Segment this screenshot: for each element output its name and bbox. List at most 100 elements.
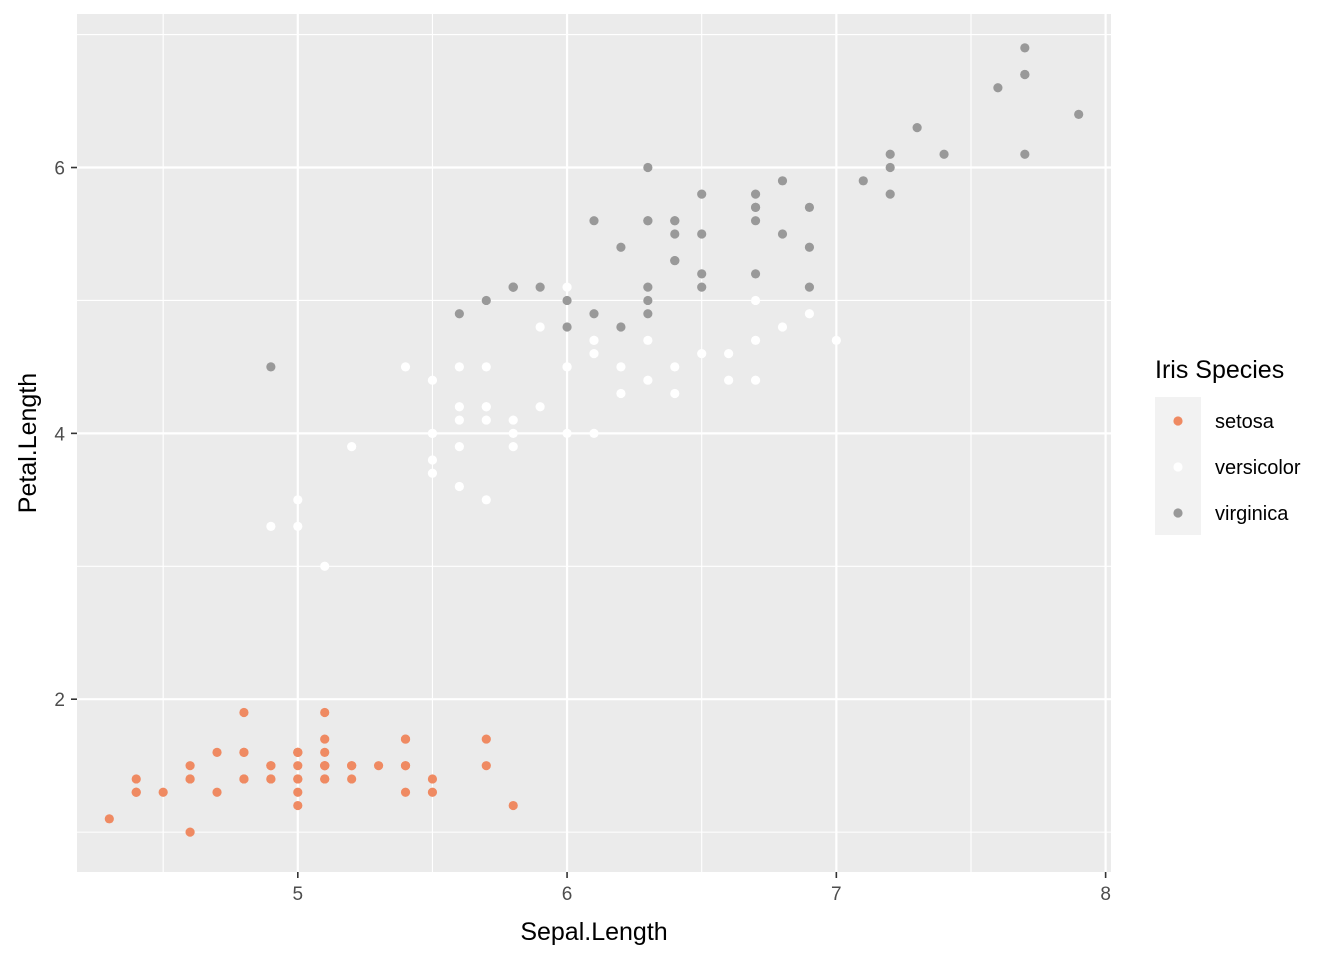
point-virginica [750,202,761,212]
point-setosa [481,734,491,744]
point-virginica [616,242,626,252]
point-setosa [293,761,303,771]
y-axis-ticks: 2 4 6 [54,159,77,711]
point-setosa [293,774,303,784]
point-virginica [750,189,761,199]
point-versicolor [535,402,545,412]
y-tick-label: 6 [54,159,65,180]
point-versicolor [562,362,572,372]
x-tick-label: 6 [562,884,573,905]
point-virginica [589,216,599,226]
y-axis-title: Petal.Length [14,373,42,513]
point-virginica [697,269,707,279]
point-versicolor [481,362,491,372]
x-tick-label: 8 [1100,884,1111,905]
point-setosa [320,734,330,744]
point-versicolor [643,375,653,385]
point-versicolor [750,375,761,385]
point-virginica [562,322,572,332]
point-versicolor [427,455,438,465]
point-virginica [804,202,815,212]
point-setosa [427,787,438,797]
point-versicolor [670,362,680,372]
point-setosa [347,761,357,771]
point-virginica [1074,109,1084,119]
point-versicolor [670,388,680,399]
point-setosa [212,787,222,797]
point-versicolor [562,428,572,438]
point-setosa [400,787,411,797]
point-versicolor [777,322,788,332]
point-versicolor [400,362,411,372]
point-virginica [589,309,599,319]
point-versicolor [427,375,438,385]
point-versicolor [481,402,491,412]
point-virginica [643,216,653,226]
point-setosa [400,761,411,771]
point-virginica [885,149,895,159]
point-virginica [777,229,788,239]
point-virginica [885,162,895,173]
point-virginica [858,176,868,186]
point-versicolor [589,335,599,345]
point-virginica [535,282,545,292]
point-setosa [347,774,357,784]
point-virginica [670,255,680,266]
point-setosa [239,774,249,784]
point-virginica [508,282,518,292]
x-axis-ticks: 5 6 7 8 [293,872,1111,905]
point-setosa [320,774,330,784]
legend-title: Iris Species [1155,356,1284,384]
point-versicolor [427,468,438,478]
legend-label-setosa: setosa [1215,411,1275,433]
point-virginica [643,309,653,319]
point-versicolor [804,309,815,319]
point-virginica [885,189,895,199]
point-setosa [293,800,303,811]
point-setosa [293,747,303,757]
point-virginica [750,216,761,226]
y-tick-label: 4 [54,424,65,445]
point-versicolor [454,481,464,492]
point-versicolor [320,561,330,571]
point-versicolor [454,362,464,372]
point-versicolor [724,375,734,385]
point-virginica [266,362,276,372]
y-tick-label: 2 [54,690,65,711]
point-versicolor [293,495,303,505]
x-tick-label: 5 [293,884,304,905]
point-setosa [131,787,141,797]
point-virginica [454,309,464,319]
point-virginica [643,295,653,306]
point-versicolor [508,442,518,452]
point-setosa [104,814,114,824]
point-virginica [939,149,949,159]
point-versicolor [481,415,491,425]
legend-items: setosa versicolor virginica [1173,411,1301,525]
x-axis-title: Sepal.Length [520,918,667,946]
legend-label-versicolor: versicolor [1215,457,1301,479]
plot-panel [77,14,1111,872]
point-setosa [266,761,276,771]
point-versicolor [427,428,438,438]
point-versicolor [616,388,626,399]
point-virginica [481,295,491,306]
point-versicolor [589,349,599,359]
point-virginica [697,229,707,239]
point-versicolor [724,349,734,359]
point-versicolor [750,295,761,306]
point-versicolor [454,402,464,412]
point-setosa [185,827,195,837]
legend: Iris Species setosa versicolor virginica [1155,356,1301,535]
point-versicolor [508,428,518,438]
point-setosa [293,787,303,797]
grid-minor [77,14,1111,872]
point-versicolor [616,362,626,372]
data-points [104,43,1084,837]
point-versicolor [347,442,357,452]
point-setosa [320,747,330,757]
point-setosa [508,800,518,811]
point-versicolor [643,335,653,345]
point-virginica [1020,43,1030,53]
